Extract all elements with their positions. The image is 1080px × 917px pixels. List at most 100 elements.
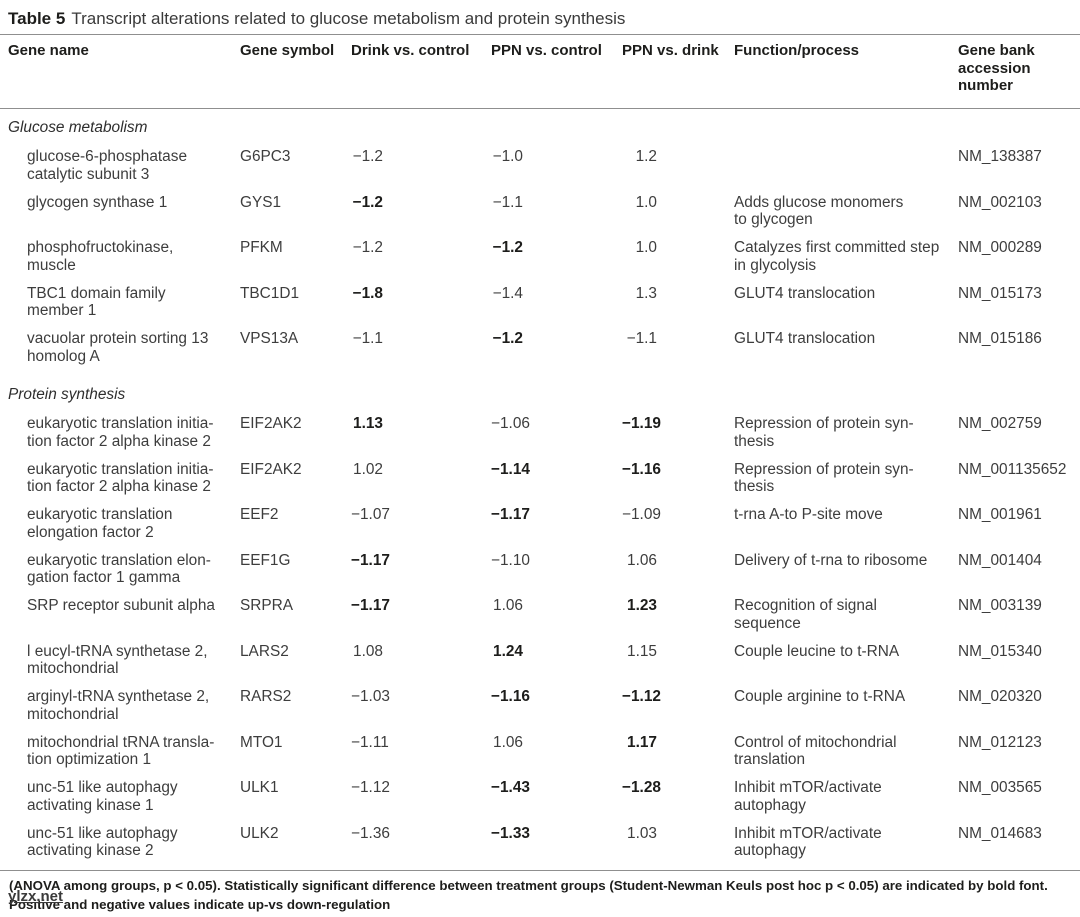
gene-symbol-cell: EEF1G (240, 551, 291, 569)
drink-vs-control-cell: −1.8 (352, 284, 383, 302)
drink-vs-control-cell: −1.1 (352, 330, 383, 347)
gene-symbol-cell: GYS1 (240, 193, 282, 211)
col-header-gene-symbol: Gene symbol (232, 34, 343, 109)
drink-vs-control-cell: −1.03 (351, 688, 390, 705)
drink-vs-control-cell: 1.02 (353, 460, 383, 478)
table-footnotes: (ANOVA among groups, p < 0.05). Statisti… (9, 877, 1080, 914)
ppn-vs-control-cell: −1.2 (492, 239, 523, 256)
watermark: ylzx.net (8, 888, 64, 905)
gene-symbol-cell: G6PC3 (240, 148, 291, 165)
function-process-cell: Recognition of signal sequence (734, 597, 877, 632)
accession-number-cell: NM_138387 (958, 148, 1042, 165)
gene-name-cell: glycogen synthase 1 (27, 193, 168, 211)
col-header-function-process: Function/process (726, 34, 950, 109)
table-body: Glucose metabolism glucose-6-phosphatase … (0, 108, 1080, 871)
accession-number-cell: NM_003565 (958, 779, 1042, 796)
ppn-vs-drink-cell: 1.23 (627, 597, 657, 614)
section-row: Protein synthesis (0, 376, 1080, 416)
ppn-vs-drink-cell: 1.3 (635, 284, 657, 302)
ppn-vs-control-cell: 1.06 (493, 597, 523, 614)
col-header-accession-number: Gene bank accession number (950, 34, 1080, 109)
ppn-vs-drink-cell: 1.17 (627, 733, 657, 751)
ppn-vs-drink-cell: −1.1 (626, 330, 657, 347)
function-process-cell: Couple arginine to t-RNA (734, 688, 906, 705)
gene-name-cell: unc-51 like autophagy activating kinase … (27, 824, 178, 860)
gene-symbol-cell: EIF2AK2 (240, 415, 302, 432)
table-row: unc-51 like autophagy activating kinase … (0, 825, 1080, 871)
ppn-vs-control-cell: −1.33 (491, 824, 530, 842)
gene-symbol-cell: SRPRA (240, 597, 294, 614)
accession-number-cell: NM_002103 (958, 193, 1042, 211)
drink-vs-control-cell: −1.07 (351, 506, 390, 523)
accession-number-cell: NM_002759 (958, 415, 1042, 432)
ppn-vs-control-cell: 1.06 (493, 733, 523, 751)
drink-vs-control-cell: −1.2 (352, 239, 383, 256)
gene-name-cell: eukaryotic translation elongation factor… (27, 506, 173, 541)
gene-name-cell: eukaryotic translation initia- tion fact… (27, 415, 214, 450)
table-row: phosphofructokinase, muscle PFKM −1.2 −1.2 1… (0, 239, 1080, 285)
drink-vs-control-cell: −1.11 (351, 733, 389, 751)
section-label: Protein synthesis (8, 385, 126, 403)
ppn-vs-control-cell: −1.1 (492, 193, 523, 211)
gene-name-cell: arginyl-tRNA synthetase 2, mitochondrial (27, 688, 210, 723)
table-row: eukaryotic translation initia- tion fact… (0, 461, 1080, 507)
table-row: eukaryotic translation initia- tion fact… (0, 415, 1080, 461)
gene-symbol-cell: LARS2 (240, 642, 289, 660)
accession-number-cell: NM_015173 (958, 284, 1042, 302)
accession-number-cell: NM_015186 (958, 330, 1042, 347)
table-row: glucose-6-phosphatase catalytic subunit … (0, 148, 1080, 194)
ppn-vs-drink-cell: −1.19 (622, 415, 661, 432)
function-process-cell: GLUT4 translocation (734, 284, 876, 302)
gene-name-cell: eukaryotic translation initia- tion fact… (27, 460, 214, 496)
table-row: glycogen synthase 1 GYS1 −1.2 −1.1 1.0 Adds g… (0, 194, 1080, 240)
gene-symbol-cell: EEF2 (240, 506, 279, 523)
drink-vs-control-cell: −1.17 (351, 551, 390, 569)
ppn-vs-control-cell: −1.17 (491, 506, 530, 523)
section-label: Glucose metabolism (8, 118, 148, 136)
ppn-vs-control-cell: 1.24 (493, 642, 523, 660)
gene-name-cell: l eucyl-tRNA synthetase 2, mitochondrial (27, 642, 208, 678)
ppn-vs-control-cell: −1.16 (491, 688, 530, 705)
drink-vs-control-cell: −1.12 (351, 779, 390, 796)
gene-symbol-cell: ULK2 (240, 824, 279, 842)
drink-vs-control-cell: −1.2 (352, 193, 383, 211)
ppn-vs-control-cell: −1.4 (492, 284, 523, 302)
ppn-vs-drink-cell: −1.16 (622, 460, 661, 478)
gene-symbol-cell: VPS13A (240, 330, 299, 347)
function-process-cell: Catalyzes first committed step in glycol… (734, 239, 940, 274)
table-number: Table 5 (8, 9, 66, 28)
function-process-cell: t-rna A-to P-site move (734, 506, 883, 523)
accession-number-cell: NM_003139 (958, 597, 1042, 614)
drink-vs-control-cell: −1.36 (351, 824, 390, 842)
table-row: mitochondrial tRNA transla- tion optimiz… (0, 734, 1080, 780)
footnote-significance: (ANOVA among groups, p < 0.05). Statisti… (9, 878, 1048, 893)
ppn-vs-drink-cell: −1.09 (622, 506, 661, 523)
accession-number-cell: NM_001961 (958, 506, 1042, 523)
ppn-vs-drink-cell: 1.0 (635, 193, 657, 211)
ppn-vs-control-cell: −1.06 (491, 415, 530, 432)
ppn-vs-control-cell: −1.2 (492, 330, 523, 347)
ppn-vs-control-cell: −1.0 (492, 148, 523, 165)
table-row: vacuolar protein sorting 13 homolog A VPS… (0, 330, 1080, 376)
gene-name-cell: phosphofructokinase, muscle (27, 239, 174, 274)
ppn-vs-control-cell: −1.10 (491, 551, 530, 569)
col-header-ppn-vs-control: PPN vs. control (483, 34, 614, 109)
function-process-cell: Control of mitochondrial translation (734, 733, 897, 769)
function-process-cell: Repression of protein syn- thesis (734, 460, 914, 496)
ppn-vs-drink-cell: 1.03 (627, 824, 657, 842)
function-process-cell (726, 148, 950, 194)
drink-vs-control-cell: 1.13 (353, 415, 383, 432)
accession-number-cell: NM_000289 (958, 239, 1042, 256)
ppn-vs-control-cell: −1.43 (491, 779, 530, 796)
ppn-vs-drink-cell: 1.0 (635, 239, 657, 256)
accession-number-cell: NM_015340 (958, 642, 1042, 660)
ppn-vs-drink-cell: 1.15 (627, 642, 657, 660)
table-row: eukaryotic translation elon- gation fact… (0, 552, 1080, 598)
ppn-vs-drink-cell: −1.28 (622, 779, 661, 796)
gene-symbol-cell: RARS2 (240, 688, 292, 705)
accession-number-cell: NM_020320 (958, 688, 1042, 705)
col-header-drink-vs-control: Drink vs. control (343, 34, 483, 109)
table-caption-text: Transcript alterations related to glucos… (71, 9, 626, 28)
function-process-cell: Repression of protein syn- thesis (734, 415, 914, 450)
gene-name-cell: eukaryotic translation elon- gation fact… (27, 551, 211, 587)
